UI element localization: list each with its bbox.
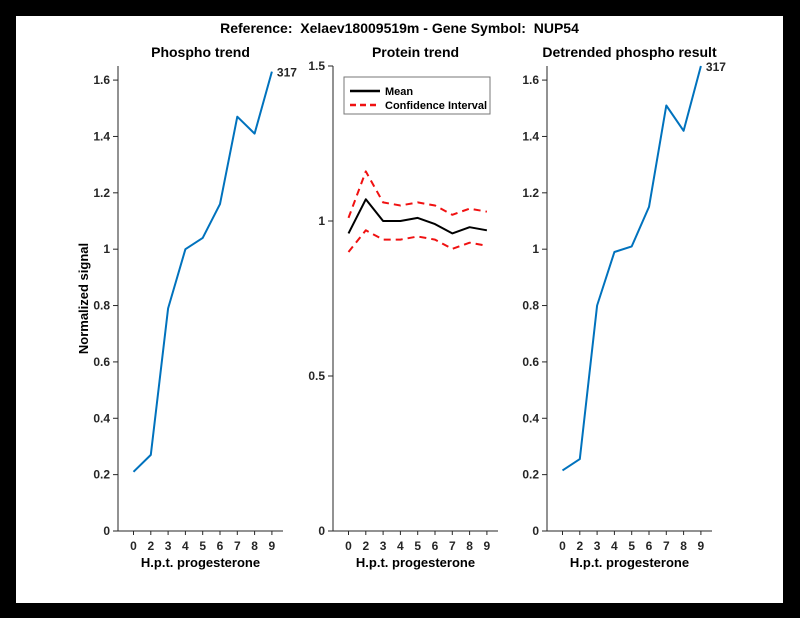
ci-lower-line bbox=[347, 229, 488, 253]
x-tick-label: 7 bbox=[449, 539, 456, 553]
y-tick-label: 1.2 bbox=[522, 186, 539, 200]
x-tick-label: 8 bbox=[466, 539, 473, 553]
y-tick-label: 1 bbox=[532, 242, 539, 256]
mean-line bbox=[347, 198, 488, 235]
y-tick-label: 0.8 bbox=[522, 299, 539, 313]
x-tick-label: 3 bbox=[594, 539, 601, 553]
y-tick-label: 1.5 bbox=[308, 59, 325, 73]
y-tick-label: 0.2 bbox=[93, 468, 110, 482]
x-tick-label: 5 bbox=[628, 539, 635, 553]
subplot-title: Phospho trend bbox=[151, 44, 250, 60]
x-tick-label: 3 bbox=[380, 539, 387, 553]
x-tick-label: 2 bbox=[362, 539, 369, 553]
x-tick-label: 0 bbox=[130, 539, 137, 553]
x-tick-label: 5 bbox=[199, 539, 206, 553]
endpoint-label: 317 bbox=[706, 60, 726, 74]
x-tick-label: 6 bbox=[646, 539, 653, 553]
y-tick-label: 1 bbox=[318, 214, 325, 228]
x-tick-label: 7 bbox=[663, 539, 670, 553]
x-tick-label: 3 bbox=[165, 539, 172, 553]
x-tick-label: 4 bbox=[182, 539, 189, 553]
x-tick-label: 8 bbox=[251, 539, 258, 553]
y-tick-label: 0.5 bbox=[308, 369, 325, 383]
x-tick-label: 9 bbox=[484, 539, 491, 553]
y-axis-label: Normalized signal bbox=[76, 243, 91, 354]
y-tick-label: 1.6 bbox=[93, 73, 110, 87]
legend-label: Confidence Interval bbox=[385, 100, 487, 112]
y-tick-label: 1 bbox=[103, 242, 110, 256]
legend-label: Mean bbox=[385, 86, 413, 98]
x-tick-label: 7 bbox=[234, 539, 241, 553]
x-tick-label: 6 bbox=[217, 539, 224, 553]
y-tick-label: 1.4 bbox=[93, 129, 110, 143]
y-tick-label: 0.6 bbox=[522, 355, 539, 369]
y-tick-label: 0.8 bbox=[93, 299, 110, 313]
x-axis-label: H.p.t. progesterone bbox=[141, 555, 260, 570]
x-tick-label: 4 bbox=[611, 539, 618, 553]
x-tick-label: 8 bbox=[680, 539, 687, 553]
x-tick-label: 5 bbox=[414, 539, 421, 553]
x-tick-label: 9 bbox=[698, 539, 705, 553]
y-tick-label: 1.2 bbox=[93, 186, 110, 200]
y-tick-label: 0 bbox=[318, 524, 325, 538]
detrended-phospho-signal-line bbox=[561, 65, 702, 472]
ci-upper-line bbox=[347, 170, 488, 219]
x-axis-label: H.p.t. progesterone bbox=[570, 555, 689, 570]
x-tick-label: 4 bbox=[397, 539, 404, 553]
subplot-3: 00.20.40.60.811.21.41.60 2 3 4 5 6 7 8 9Detrende… bbox=[522, 44, 726, 570]
x-tick-label: 2 bbox=[576, 539, 583, 553]
subplot-title: Detrended phospho result bbox=[542, 44, 717, 60]
figure-title: Reference: Xelaev18009519m - Gene Symbol… bbox=[220, 20, 579, 36]
subplot-1: 00.20.40.60.811.21.41.60 2 3 4 5 6 7 8 9Phospho … bbox=[76, 44, 297, 570]
y-tick-label: 0.4 bbox=[93, 411, 110, 425]
x-axis-label: H.p.t. progesterone bbox=[356, 555, 475, 570]
x-tick-label: 6 bbox=[432, 539, 439, 553]
y-tick-label: 0.6 bbox=[93, 355, 110, 369]
y-tick-label: 0.2 bbox=[522, 468, 539, 482]
x-tick-label: 0 bbox=[345, 539, 352, 553]
x-tick-label: 9 bbox=[269, 539, 276, 553]
x-tick-label: 0 bbox=[559, 539, 566, 553]
phospho-signal-line bbox=[132, 71, 273, 473]
subplot-title: Protein trend bbox=[372, 44, 459, 60]
legend: Mean Confidence Interval bbox=[343, 76, 491, 115]
legend-box bbox=[343, 76, 491, 115]
y-tick-label: 0 bbox=[103, 524, 110, 538]
y-tick-label: 1.6 bbox=[522, 73, 539, 87]
y-tick-label: 0.4 bbox=[522, 411, 539, 425]
y-tick-label: 1.4 bbox=[522, 129, 539, 143]
x-tick-label: 2 bbox=[147, 539, 154, 553]
y-tick-label: 0 bbox=[532, 524, 539, 538]
endpoint-label: 317 bbox=[277, 66, 297, 80]
